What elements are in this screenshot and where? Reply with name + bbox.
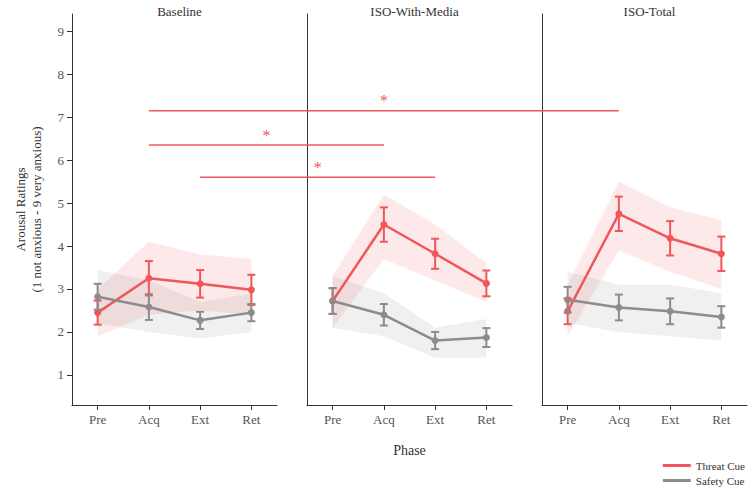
svg-text:Ext: Ext xyxy=(426,412,444,427)
svg-text:Ret: Ret xyxy=(242,412,260,427)
svg-text:*: * xyxy=(314,159,322,176)
svg-text:Pre: Pre xyxy=(559,412,577,427)
svg-text:Acq: Acq xyxy=(373,412,395,427)
svg-text:*: * xyxy=(380,92,388,109)
svg-text:9: 9 xyxy=(58,24,65,39)
svg-text:Ext: Ext xyxy=(191,412,209,427)
svg-text:ISO-Total: ISO-Total xyxy=(624,4,676,19)
svg-text:Pre: Pre xyxy=(324,412,342,427)
svg-text:*: * xyxy=(262,127,270,144)
svg-text:Safety Cue: Safety Cue xyxy=(696,475,745,487)
svg-text:Pre: Pre xyxy=(89,412,107,427)
svg-text:Ret: Ret xyxy=(712,412,730,427)
svg-text:5: 5 xyxy=(58,196,65,211)
svg-text:Acq: Acq xyxy=(138,412,160,427)
svg-text:Ext: Ext xyxy=(661,412,679,427)
svg-text:8: 8 xyxy=(58,67,65,82)
svg-text:(1 not anxious - 9 very anxiou: (1 not anxious - 9 very anxious) xyxy=(29,126,44,292)
svg-text:Acq: Acq xyxy=(608,412,630,427)
svg-text:Baseline: Baseline xyxy=(157,4,202,19)
svg-text:4: 4 xyxy=(58,239,65,254)
svg-text:7: 7 xyxy=(58,110,65,125)
svg-text:2: 2 xyxy=(58,324,65,339)
svg-text:3: 3 xyxy=(58,281,65,296)
svg-text:Arousal Ratings: Arousal Ratings xyxy=(13,167,28,251)
svg-text:ISO-With-Media: ISO-With-Media xyxy=(370,4,459,19)
svg-text:1: 1 xyxy=(58,367,65,382)
svg-text:6: 6 xyxy=(58,153,65,168)
svg-text:Phase: Phase xyxy=(393,443,426,458)
svg-text:Ret: Ret xyxy=(477,412,495,427)
svg-text:Threat Cue: Threat Cue xyxy=(696,460,745,472)
